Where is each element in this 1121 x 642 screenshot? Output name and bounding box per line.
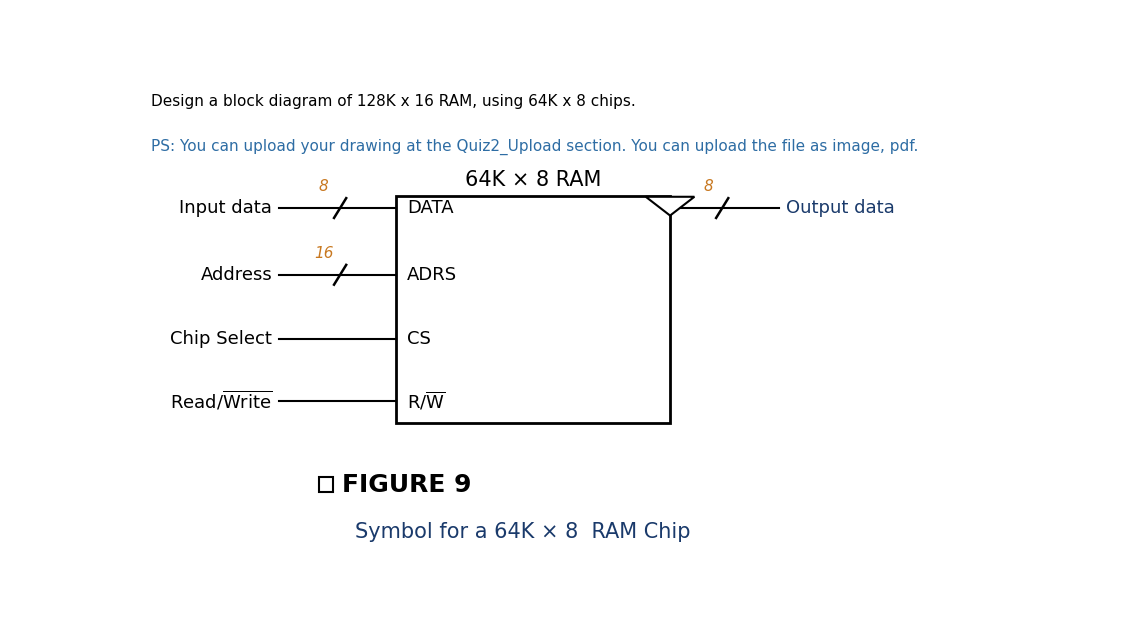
Text: Output data: Output data	[786, 199, 895, 217]
Text: 8: 8	[703, 179, 713, 194]
Text: DATA: DATA	[407, 199, 454, 217]
Text: FIGURE 9: FIGURE 9	[342, 473, 471, 497]
Text: 16: 16	[314, 246, 333, 261]
Text: Symbol for a 64K × 8  RAM Chip: Symbol for a 64K × 8 RAM Chip	[354, 522, 691, 542]
Text: Design a block diagram of 128K x 16 RAM, using 64K x 8 chips.: Design a block diagram of 128K x 16 RAM,…	[151, 94, 637, 109]
Text: Address: Address	[201, 266, 272, 284]
Text: Chip Select: Chip Select	[170, 330, 272, 348]
Text: Read/$\overline{\rm Write}$: Read/$\overline{\rm Write}$	[169, 389, 272, 413]
Text: R/$\overline{\rm W}$: R/$\overline{\rm W}$	[407, 390, 445, 412]
Polygon shape	[646, 196, 694, 216]
Text: 64K × 8 RAM: 64K × 8 RAM	[465, 169, 602, 190]
Text: 8: 8	[318, 179, 328, 194]
Bar	[319, 478, 333, 492]
Text: Input data: Input data	[179, 199, 272, 217]
Bar	[397, 196, 670, 423]
Text: ADRS: ADRS	[407, 266, 457, 284]
Text: CS: CS	[407, 330, 430, 348]
Text: PS: You can upload your drawing at the Quiz2_Upload section. You can upload the : PS: You can upload your drawing at the Q…	[151, 139, 919, 155]
